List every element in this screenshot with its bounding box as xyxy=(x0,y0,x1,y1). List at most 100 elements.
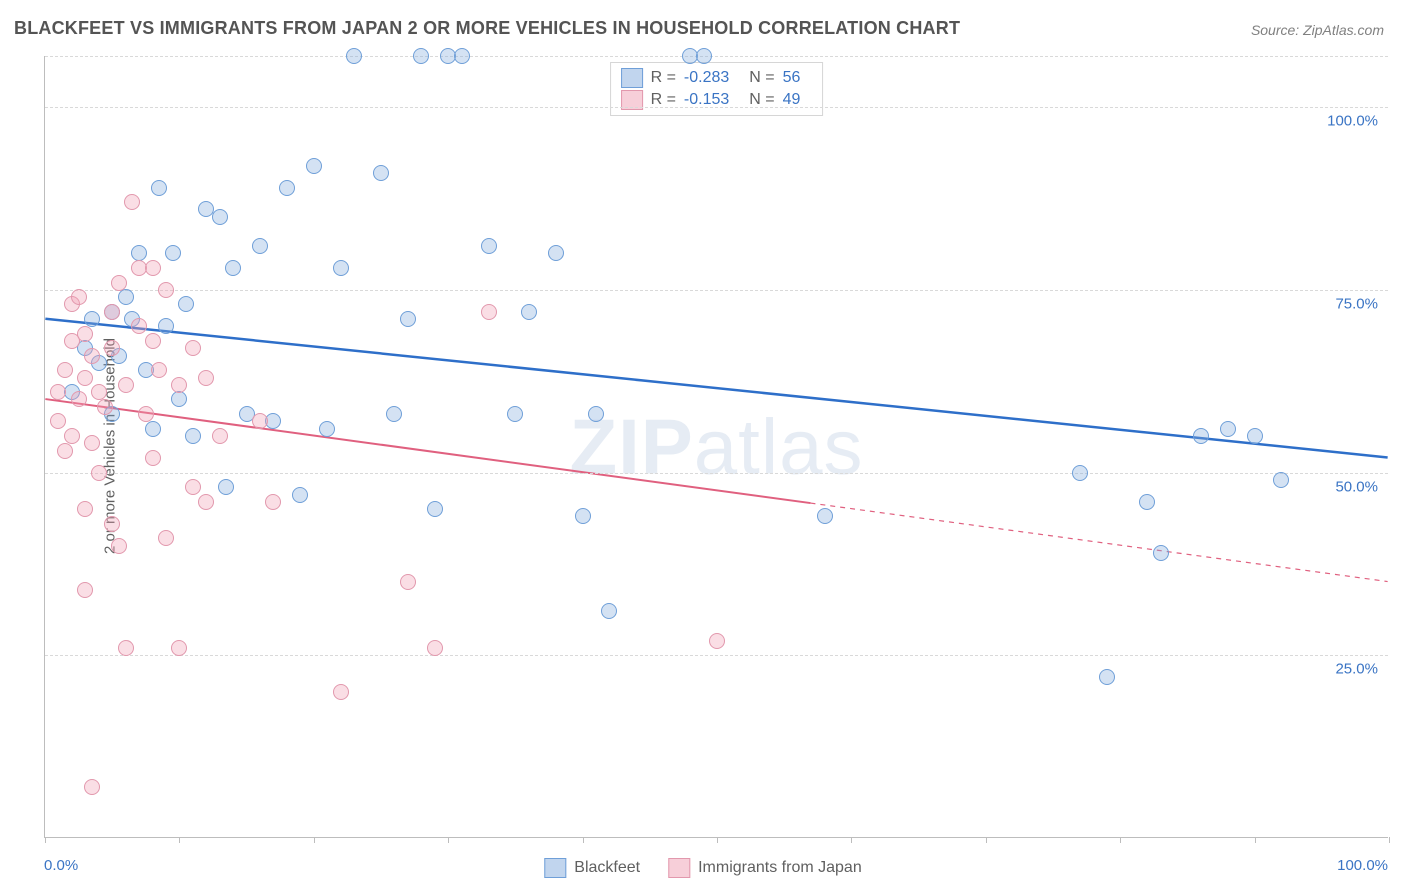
data-point xyxy=(1072,465,1088,481)
data-point xyxy=(601,603,617,619)
n-label: N = xyxy=(749,69,774,87)
data-point xyxy=(1247,428,1263,444)
gridline xyxy=(45,56,1388,57)
data-point xyxy=(104,340,120,356)
data-point xyxy=(1139,494,1155,510)
data-point xyxy=(252,413,268,429)
x-tick xyxy=(851,837,852,843)
x-tick xyxy=(448,837,449,843)
x-tick xyxy=(45,837,46,843)
r-label: R = xyxy=(651,69,676,87)
x-tick xyxy=(1389,837,1390,843)
data-point xyxy=(817,508,833,524)
data-point xyxy=(171,640,187,656)
data-point xyxy=(319,421,335,437)
chart-title: BLACKFEET VS IMMIGRANTS FROM JAPAN 2 OR … xyxy=(14,18,960,39)
data-point xyxy=(185,340,201,356)
data-point xyxy=(171,377,187,393)
data-point xyxy=(386,406,402,422)
data-point xyxy=(91,465,107,481)
data-point xyxy=(198,370,214,386)
data-point xyxy=(84,348,100,364)
data-point xyxy=(151,180,167,196)
data-point xyxy=(333,260,349,276)
data-point xyxy=(145,421,161,437)
data-point xyxy=(1220,421,1236,437)
data-point xyxy=(588,406,604,422)
trend-lines-layer xyxy=(45,56,1388,837)
trend-line-solid xyxy=(45,399,810,503)
data-point xyxy=(131,245,147,261)
plot-area: ZIPatlas R = -0.283 N = 56 R = -0.153 N … xyxy=(44,56,1388,838)
x-tick xyxy=(717,837,718,843)
x-tick xyxy=(179,837,180,843)
swatch-blue xyxy=(621,68,643,88)
data-point xyxy=(151,362,167,378)
data-point xyxy=(57,443,73,459)
data-point xyxy=(481,304,497,320)
data-point xyxy=(427,640,443,656)
data-point xyxy=(400,311,416,327)
data-point xyxy=(1273,472,1289,488)
data-point xyxy=(138,406,154,422)
data-point xyxy=(145,333,161,349)
data-point xyxy=(198,494,214,510)
data-point xyxy=(225,260,241,276)
legend-item-japan: Immigrants from Japan xyxy=(668,858,862,878)
stats-row-blackfeet: R = -0.283 N = 56 xyxy=(621,67,813,89)
data-point xyxy=(84,779,100,795)
data-point xyxy=(71,289,87,305)
gridline xyxy=(45,473,1388,474)
data-point xyxy=(124,194,140,210)
gridline xyxy=(45,655,1388,656)
swatch-pink xyxy=(668,858,690,878)
data-point xyxy=(212,209,228,225)
data-point xyxy=(158,282,174,298)
data-point xyxy=(118,640,134,656)
data-point xyxy=(158,318,174,334)
data-point xyxy=(1153,545,1169,561)
data-point xyxy=(104,304,120,320)
data-point xyxy=(171,391,187,407)
x-tick-max: 100.0% xyxy=(1337,857,1388,874)
data-point xyxy=(346,48,362,64)
data-point xyxy=(77,370,93,386)
data-point xyxy=(104,516,120,532)
series-legend: Blackfeet Immigrants from Japan xyxy=(544,858,861,878)
x-tick xyxy=(986,837,987,843)
data-point xyxy=(57,362,73,378)
data-point xyxy=(185,428,201,444)
data-point xyxy=(158,530,174,546)
data-point xyxy=(118,377,134,393)
data-point xyxy=(333,684,349,700)
data-point xyxy=(252,238,268,254)
data-point xyxy=(111,275,127,291)
data-point xyxy=(306,158,322,174)
data-point xyxy=(696,48,712,64)
watermark: ZIPatlas xyxy=(569,401,863,492)
legend-label: Blackfeet xyxy=(574,859,640,877)
data-point xyxy=(1099,669,1115,685)
data-point xyxy=(145,260,161,276)
data-point xyxy=(481,238,497,254)
n-value: 56 xyxy=(783,69,801,87)
legend-item-blackfeet: Blackfeet xyxy=(544,858,640,878)
source-credit: Source: ZipAtlas.com xyxy=(1251,22,1384,38)
data-point xyxy=(145,450,161,466)
data-point xyxy=(64,428,80,444)
data-point xyxy=(165,245,181,261)
y-tick-label: 25.0% xyxy=(1335,661,1378,678)
data-point xyxy=(454,48,470,64)
data-point xyxy=(279,180,295,196)
x-tick xyxy=(583,837,584,843)
trend-line-dashed xyxy=(810,503,1387,581)
data-point xyxy=(218,479,234,495)
data-point xyxy=(212,428,228,444)
data-point xyxy=(131,318,147,334)
data-point xyxy=(1193,428,1209,444)
data-point xyxy=(84,435,100,451)
data-point xyxy=(71,391,87,407)
gridline xyxy=(45,107,1388,108)
data-point xyxy=(521,304,537,320)
data-point xyxy=(178,296,194,312)
